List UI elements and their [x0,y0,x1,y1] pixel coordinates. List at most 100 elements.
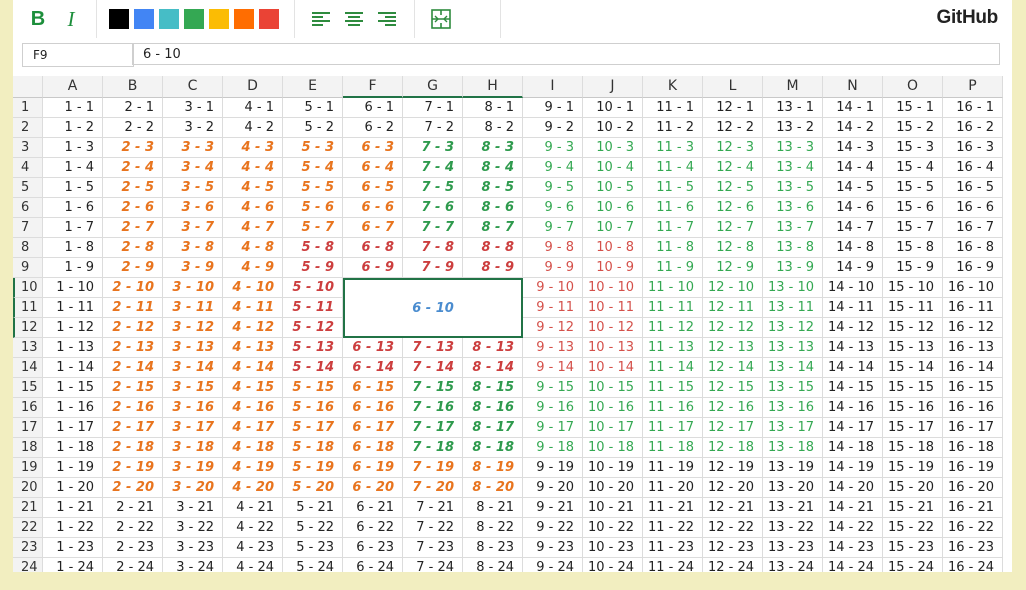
cell-e9[interactable]: 5 - 9 [283,258,343,278]
cell-m19[interactable]: 13 - 19 [763,458,823,478]
cell-b23[interactable]: 2 - 23 [103,538,163,558]
cell-n19[interactable]: 14 - 19 [823,458,883,478]
cell-k11[interactable]: 11 - 11 [643,298,703,318]
cell-p10[interactable]: 16 - 10 [943,278,1003,298]
align-right-icon[interactable] [378,10,396,28]
cell-j12[interactable]: 10 - 12 [583,318,643,338]
cell-g1[interactable]: 7 - 1 [403,98,463,118]
cell-f20[interactable]: 6 - 20 [343,478,403,498]
cell-f13[interactable]: 6 - 13 [343,338,403,358]
cell-f2[interactable]: 6 - 2 [343,118,403,138]
cell-m3[interactable]: 13 - 3 [763,138,823,158]
cell-g14[interactable]: 7 - 14 [403,358,463,378]
cell-c2[interactable]: 3 - 2 [163,118,223,138]
cell-a13[interactable]: 1 - 13 [43,338,103,358]
row-header-19[interactable]: 19 [13,458,43,478]
cell-b12[interactable]: 2 - 12 [103,318,163,338]
cell-e22[interactable]: 5 - 22 [283,518,343,538]
row-header-20[interactable]: 20 [13,478,43,498]
cell-b6[interactable]: 2 - 6 [103,198,163,218]
cell-p22[interactable]: 16 - 22 [943,518,1003,538]
cell-a16[interactable]: 1 - 16 [43,398,103,418]
cell-e7[interactable]: 5 - 7 [283,218,343,238]
cell-l3[interactable]: 12 - 3 [703,138,763,158]
cell-e5[interactable]: 5 - 5 [283,178,343,198]
cell-l17[interactable]: 12 - 17 [703,418,763,438]
color-swatch-orange[interactable] [234,9,254,29]
cell-p2[interactable]: 16 - 2 [943,118,1003,138]
cell-e14[interactable]: 5 - 14 [283,358,343,378]
cell-e4[interactable]: 5 - 4 [283,158,343,178]
cell-f17[interactable]: 6 - 17 [343,418,403,438]
cell-n7[interactable]: 14 - 7 [823,218,883,238]
cell-g22[interactable]: 7 - 22 [403,518,463,538]
cell-p13[interactable]: 16 - 13 [943,338,1003,358]
cell-p19[interactable]: 16 - 19 [943,458,1003,478]
cell-d12[interactable]: 4 - 12 [223,318,283,338]
cell-k2[interactable]: 11 - 2 [643,118,703,138]
row-header-22[interactable]: 22 [13,518,43,538]
cell-k9[interactable]: 11 - 9 [643,258,703,278]
column-header-o[interactable]: O [883,76,943,98]
cell-g6[interactable]: 7 - 6 [403,198,463,218]
cell-p23[interactable]: 16 - 23 [943,538,1003,558]
row-header-4[interactable]: 4 [13,158,43,178]
cell-c16[interactable]: 3 - 16 [163,398,223,418]
align-left-icon[interactable] [312,10,330,28]
cell-e23[interactable]: 5 - 23 [283,538,343,558]
row-header-9[interactable]: 9 [13,258,43,278]
cell-n22[interactable]: 14 - 22 [823,518,883,538]
cell-h15[interactable]: 8 - 15 [463,378,523,398]
cell-k14[interactable]: 11 - 14 [643,358,703,378]
cell-j11[interactable]: 10 - 11 [583,298,643,318]
cell-c3[interactable]: 3 - 3 [163,138,223,158]
github-logo[interactable]: GitHub [936,7,998,28]
row-header-11[interactable]: 11 [13,298,43,318]
cell-m16[interactable]: 13 - 16 [763,398,823,418]
cell-k12[interactable]: 11 - 12 [643,318,703,338]
cell-k10[interactable]: 11 - 10 [643,278,703,298]
cell-c21[interactable]: 3 - 21 [163,498,223,518]
cell-h21[interactable]: 8 - 21 [463,498,523,518]
cell-p1[interactable]: 16 - 1 [943,98,1003,118]
cell-o3[interactable]: 15 - 3 [883,138,943,158]
bold-button[interactable]: B [30,7,46,30]
cell-f15[interactable]: 6 - 15 [343,378,403,398]
color-swatch-blue[interactable] [134,9,154,29]
cell-g4[interactable]: 7 - 4 [403,158,463,178]
cell-o21[interactable]: 15 - 21 [883,498,943,518]
cell-e11[interactable]: 5 - 11 [283,298,343,318]
cell-o5[interactable]: 15 - 5 [883,178,943,198]
cell-l6[interactable]: 12 - 6 [703,198,763,218]
cell-d22[interactable]: 4 - 22 [223,518,283,538]
cell-p11[interactable]: 16 - 11 [943,298,1003,318]
cell-n4[interactable]: 14 - 4 [823,158,883,178]
cell-d16[interactable]: 4 - 16 [223,398,283,418]
cell-g13[interactable]: 7 - 13 [403,338,463,358]
cell-i12[interactable]: 9 - 12 [523,318,583,338]
cell-h6[interactable]: 8 - 6 [463,198,523,218]
cell-o16[interactable]: 15 - 16 [883,398,943,418]
column-header-a[interactable]: A [43,76,103,98]
cell-l22[interactable]: 12 - 22 [703,518,763,538]
cell-k15[interactable]: 11 - 15 [643,378,703,398]
cell-o9[interactable]: 15 - 9 [883,258,943,278]
cell-c7[interactable]: 3 - 7 [163,218,223,238]
cell-c10[interactable]: 3 - 10 [163,278,223,298]
cell-l1[interactable]: 12 - 1 [703,98,763,118]
cell-j6[interactable]: 10 - 6 [583,198,643,218]
cell-m9[interactable]: 13 - 9 [763,258,823,278]
cell-a20[interactable]: 1 - 20 [43,478,103,498]
color-swatch-black[interactable] [109,9,129,29]
cell-o23[interactable]: 15 - 23 [883,538,943,558]
cell-c22[interactable]: 3 - 22 [163,518,223,538]
cell-b22[interactable]: 2 - 22 [103,518,163,538]
cell-j17[interactable]: 10 - 17 [583,418,643,438]
cell-k20[interactable]: 11 - 20 [643,478,703,498]
cell-o17[interactable]: 15 - 17 [883,418,943,438]
row-header-12[interactable]: 12 [13,318,43,338]
cell-n11[interactable]: 14 - 11 [823,298,883,318]
row-header-13[interactable]: 13 [13,338,43,358]
cell-l16[interactable]: 12 - 16 [703,398,763,418]
cell-b14[interactable]: 2 - 14 [103,358,163,378]
